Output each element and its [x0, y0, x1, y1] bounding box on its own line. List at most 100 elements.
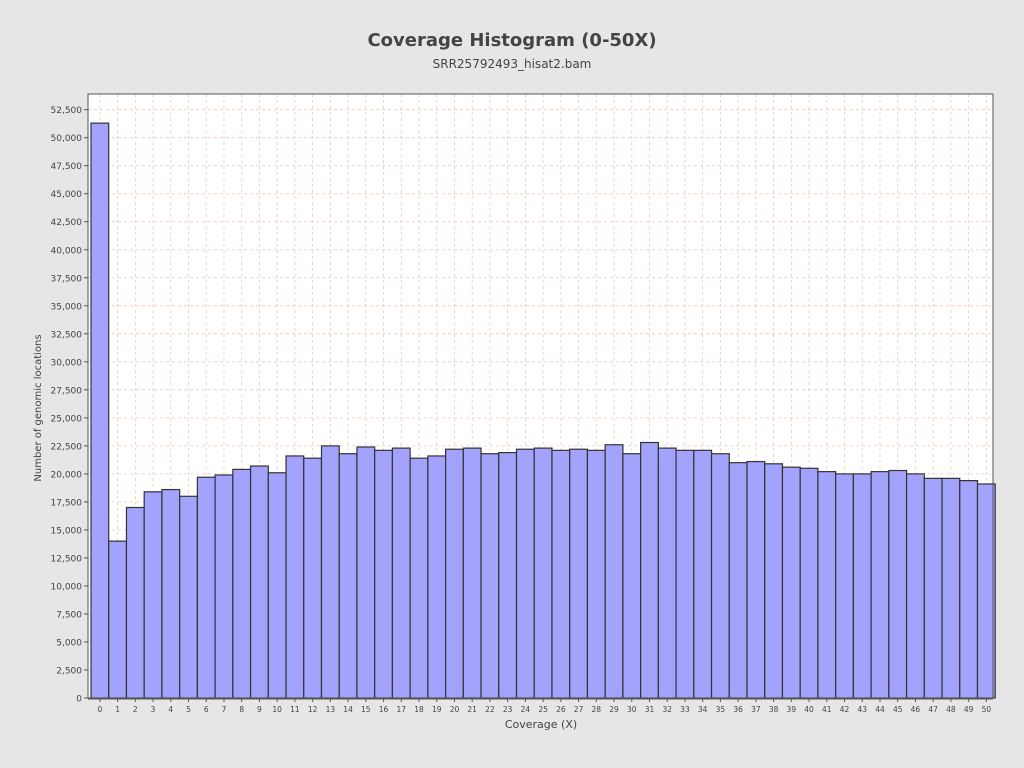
x-tick-label: 44 [875, 705, 885, 714]
x-tick-label: 18 [414, 705, 424, 714]
bar-coverage-39 [781, 466, 801, 699]
y-tick-label: 2,500 [56, 666, 82, 676]
x-tick-label: 6 [204, 705, 209, 714]
y-tick-label: 22,500 [51, 442, 83, 452]
bar-coverage-47 [923, 477, 943, 699]
bar-coverage-31 [640, 441, 659, 699]
bar-coverage-45 [888, 469, 908, 699]
chart-title: Coverage Histogram (0-50X) [367, 30, 657, 51]
bar-coverage-1 [108, 540, 128, 699]
bar-coverage-35 [710, 453, 730, 699]
x-tick-label: 1 [115, 705, 120, 714]
x-tick-label: 24 [521, 705, 531, 714]
x-tick-label: 7 [222, 705, 227, 714]
bar-coverage-15 [356, 446, 376, 699]
bar-coverage-12 [303, 457, 323, 699]
chart-subtitle: SRR25792493_hisat2.bam [432, 57, 592, 71]
x-tick-label: 11 [290, 705, 300, 714]
bar-coverage-21 [462, 447, 482, 699]
x-tick-label: 21 [467, 705, 477, 714]
bar-coverage-10 [267, 472, 287, 699]
bar-coverage-38 [764, 463, 784, 699]
bar-coverage-43 [852, 473, 872, 699]
x-tick-label: 3 [151, 705, 156, 714]
bar-coverage-42 [835, 473, 854, 699]
axes: 0 2,500 5,000 7,500 10,000 12,500 15,000 17,500… [51, 93, 994, 714]
bar-coverage-14 [338, 453, 358, 699]
x-tick-label: 9 [257, 705, 262, 714]
y-tick-label: 35,000 [51, 302, 83, 312]
x-tick-label: 19 [432, 705, 442, 714]
y-tick-label: 27,500 [51, 386, 83, 396]
bar-coverage-2 [125, 506, 145, 699]
x-tick-label: 0 [97, 705, 102, 714]
bar-coverage-19 [427, 455, 447, 699]
x-tick-label: 37 [751, 705, 761, 714]
x-axis-label: Coverage (X) [505, 718, 577, 731]
y-tick-label: 37,500 [51, 274, 83, 284]
x-tick-label: 5 [186, 705, 191, 714]
bar-coverage-26 [551, 449, 571, 699]
x-tick-label: 32 [662, 705, 672, 714]
y-tick-label: 10,000 [51, 582, 83, 592]
bar-coverage-9 [249, 465, 269, 699]
bar-coverage-36 [728, 462, 748, 699]
x-tick-label: 46 [911, 705, 921, 714]
bar-coverage-41 [817, 471, 837, 699]
y-tick-label: 15,000 [51, 526, 83, 536]
y-tick-label: 42,500 [51, 218, 83, 228]
bar-coverage-3 [143, 491, 163, 699]
x-tick-label: 31 [645, 705, 655, 714]
bar-coverage-32 [657, 447, 677, 699]
bar-coverage-17 [391, 447, 411, 699]
bar-coverage-46 [905, 473, 925, 699]
bar-coverage-16 [374, 449, 394, 699]
x-tick-label: 33 [680, 705, 690, 714]
y-tick-label: 30,000 [51, 358, 83, 368]
bar-coverage-13 [320, 445, 340, 699]
y-tick-label: 20,000 [51, 470, 83, 480]
x-tick-label: 48 [946, 705, 956, 714]
x-tick-label: 17 [397, 705, 407, 714]
y-tick-label: 45,000 [51, 190, 83, 200]
bar-coverage-11 [285, 455, 305, 699]
x-tick-label: 47 [928, 705, 938, 714]
x-tick-label: 38 [769, 705, 779, 714]
bar-coverage-0 [90, 122, 110, 699]
bar-coverage-49 [959, 480, 979, 699]
bar-coverage-40 [799, 467, 819, 699]
bars [90, 122, 996, 699]
bar-coverage-23 [498, 451, 518, 699]
x-tick-label: 39 [787, 705, 797, 714]
bar-coverage-6 [196, 476, 216, 699]
x-tick-label: 4 [168, 705, 173, 714]
x-tick-label: 45 [893, 705, 903, 714]
bar-coverage-48 [941, 477, 961, 699]
y-tick-label: 5,000 [56, 638, 82, 648]
x-tick-label: 30 [627, 705, 637, 714]
bar-coverage-22 [480, 453, 500, 699]
bar-coverage-37 [746, 460, 766, 699]
bar-coverage-44 [870, 471, 890, 699]
y-tick-label: 47,500 [51, 162, 83, 172]
x-tick-label: 10 [272, 705, 282, 714]
bar-coverage-29 [604, 444, 624, 699]
x-tick-label: 25 [538, 705, 548, 714]
x-tick-label: 2 [133, 705, 138, 714]
x-tick-label: 20 [450, 705, 460, 714]
x-tick-label: 16 [379, 705, 389, 714]
bar-coverage-5 [179, 495, 198, 699]
bar-coverage-18 [409, 457, 429, 699]
x-tick-label: 50 [982, 705, 992, 714]
x-tick-label: 23 [503, 705, 513, 714]
y-tick-label: 32,500 [51, 330, 83, 340]
x-tick-label: 29 [609, 705, 619, 714]
bar-coverage-7 [214, 474, 234, 699]
bar-coverage-4 [161, 488, 181, 699]
x-tick-label: 28 [592, 705, 602, 714]
x-tick-label: 15 [361, 705, 371, 714]
y-tick-label: 50,000 [51, 134, 83, 144]
x-tick-label: 8 [239, 705, 244, 714]
x-tick-label: 12 [308, 705, 318, 714]
